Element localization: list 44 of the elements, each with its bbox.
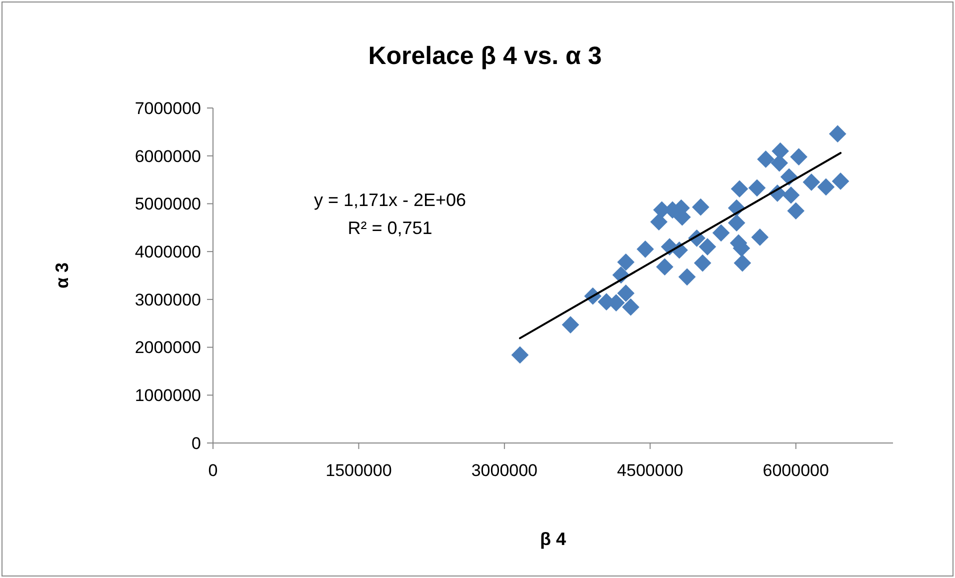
point (678, 268, 696, 286)
point (748, 179, 766, 197)
point (712, 224, 730, 242)
x-axis-title: β 4 (540, 529, 566, 549)
point (636, 240, 654, 258)
y-tick-label: 7000000 (134, 98, 201, 118)
point (828, 125, 846, 142)
y-tick-label: 0 (192, 434, 201, 453)
point (511, 346, 529, 364)
point (802, 174, 820, 191)
x-tick-label: 4500000 (617, 461, 684, 480)
point (728, 214, 746, 232)
point (757, 150, 774, 168)
point (622, 298, 640, 316)
point (817, 178, 835, 196)
point (617, 284, 635, 302)
y-axis-title: α 3 (52, 262, 72, 289)
point (751, 228, 769, 246)
point (790, 148, 808, 166)
point (692, 198, 710, 216)
y-tick-label: 6000000 (134, 146, 201, 166)
point (698, 238, 716, 256)
x-tick-label: 6000000 (762, 461, 829, 480)
point (782, 186, 800, 204)
x-tick-label: 0 (208, 461, 218, 480)
point (832, 172, 850, 190)
annotation: R² = 0,751 (348, 218, 432, 238)
point (730, 180, 748, 198)
y-tick-label: 2000000 (134, 338, 201, 358)
point (656, 258, 674, 276)
point (694, 254, 712, 272)
point (787, 202, 805, 220)
x-tick-label: 1500000 (326, 461, 392, 480)
chart-title: Korelace β 4 vs. α 3 (368, 42, 602, 70)
point (562, 316, 580, 334)
point (734, 254, 752, 272)
x-tick-label: 3000000 (471, 461, 538, 480)
annotation: y = 1,171x - 2E+06 (314, 190, 466, 210)
y-tick-label: 5000000 (134, 194, 201, 214)
point (617, 253, 635, 271)
y-tick-label: 3000000 (134, 290, 201, 310)
y-tick-label: 4000000 (134, 242, 201, 262)
y-tick-label: 1000000 (134, 386, 201, 406)
point (650, 213, 668, 231)
